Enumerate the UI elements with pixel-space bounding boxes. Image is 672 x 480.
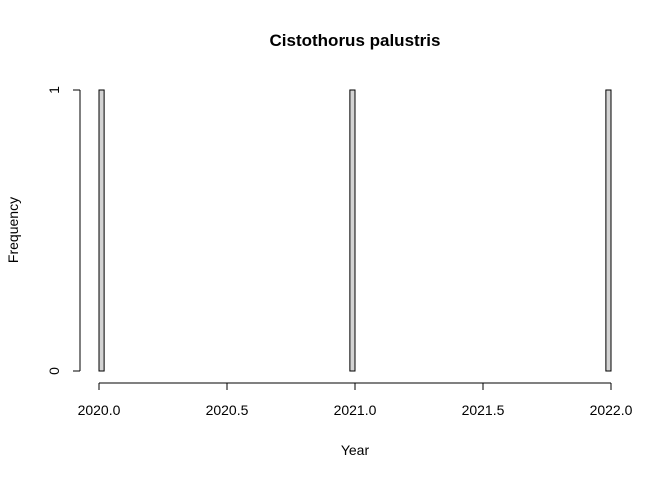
x-axis: 2020.0 2020.5 2021.0 2021.5 2022.0 (78, 382, 633, 418)
histogram-bar (98, 89, 105, 372)
x-tick-label: 2021.0 (334, 402, 377, 418)
y-axis-label: Frequency (5, 197, 21, 263)
histogram-bar (605, 89, 612, 372)
bars-group (98, 89, 612, 372)
y-tick-label: 0 (46, 367, 62, 375)
x-tick-label: 2021.5 (462, 402, 505, 418)
chart-title: Cistothorus palustris (270, 31, 441, 50)
x-axis-label: Year (341, 442, 370, 458)
y-axis: 01 (46, 86, 81, 375)
x-tick-label: 2020.0 (78, 402, 121, 418)
x-tick-label: 2022.0 (590, 402, 633, 418)
histogram-bar (349, 89, 356, 372)
y-tick-label: 1 (46, 86, 62, 94)
x-tick-label: 2020.5 (206, 402, 249, 418)
